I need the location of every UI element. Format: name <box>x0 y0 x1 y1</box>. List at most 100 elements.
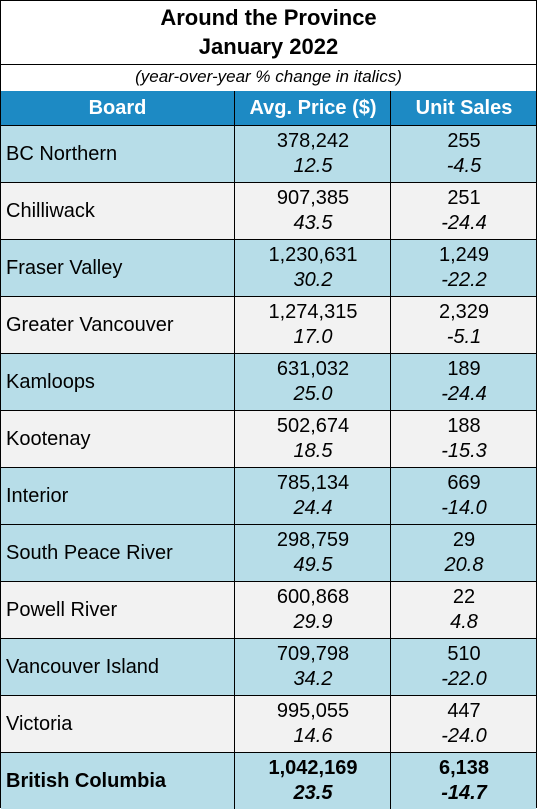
avg-price-value: 1,042,169 <box>268 757 358 779</box>
table-row: South Peace River 298,759 49.5 29 20.8 <box>1 524 536 581</box>
board-name: Fraser Valley <box>6 257 123 279</box>
avg-price-change: 43.5 <box>293 212 333 234</box>
avg-price-cell: 378,242 12.5 <box>234 126 391 182</box>
column-header-avg-price: Avg. Price ($) <box>234 91 391 125</box>
table-row: Vancouver Island 709,798 34.2 510 -22.0 <box>1 638 536 695</box>
avg-price-cell: 1,230,631 30.2 <box>234 240 391 296</box>
unit-sales-cell: 29 20.8 <box>390 525 537 581</box>
table-row: Kamloops 631,032 25.0 189 -24.4 <box>1 353 536 410</box>
avg-price-change: 18.5 <box>293 440 333 462</box>
unit-sales-value: 669 <box>447 472 481 494</box>
table-row: Greater Vancouver 1,274,315 17.0 2,329 -5.1 <box>1 296 536 353</box>
unit-sales-change: -14.7 <box>441 782 487 804</box>
avg-price-value: 785,134 <box>276 472 350 494</box>
avg-price-change: 34.2 <box>293 668 333 690</box>
board-name: Interior <box>6 485 69 507</box>
avg-price-value: 502,674 <box>276 415 350 437</box>
unit-sales-change: -5.1 <box>446 326 482 348</box>
table-title: Around the Province January 2022 <box>1 1 536 65</box>
avg-price-value: 995,055 <box>276 700 350 722</box>
unit-sales-cell: 251 -24.4 <box>390 183 537 239</box>
unit-sales-cell: 188 -15.3 <box>390 411 537 467</box>
unit-sales-value: 2,329 <box>438 301 490 323</box>
unit-sales-cell: 6,138 -14.7 <box>390 753 537 809</box>
board-name: South Peace River <box>6 542 173 564</box>
avg-price-change: 25.0 <box>293 383 333 405</box>
unit-sales-cell: 1,249 -22.2 <box>390 240 537 296</box>
unit-sales-value: 188 <box>447 415 481 437</box>
avg-price-cell: 995,055 14.6 <box>234 696 391 752</box>
title-line-1: Around the Province <box>160 5 377 30</box>
unit-sales-cell: 510 -22.0 <box>390 639 537 695</box>
avg-price-cell: 298,759 49.5 <box>234 525 391 581</box>
avg-price-change: 23.5 <box>293 782 333 804</box>
avg-price-cell: 631,032 25.0 <box>234 354 391 410</box>
avg-price-value: 631,032 <box>276 358 350 380</box>
table-row: Powell River 600,868 29.9 22 4.8 <box>1 581 536 638</box>
table-row: Fraser Valley 1,230,631 30.2 1,249 -22.2 <box>1 239 536 296</box>
board-name: Kamloops <box>6 371 95 393</box>
unit-sales-cell: 189 -24.4 <box>390 354 537 410</box>
board-name: Vancouver Island <box>6 656 160 678</box>
avg-price-change: 29.9 <box>293 611 333 633</box>
title-line-2: January 2022 <box>198 34 339 59</box>
unit-sales-value: 510 <box>447 643 481 665</box>
avg-price-change: 14.6 <box>293 725 333 747</box>
unit-sales-value: 447 <box>447 700 481 722</box>
unit-sales-cell: 2,329 -5.1 <box>390 297 537 353</box>
avg-price-cell: 785,134 24.4 <box>234 468 391 524</box>
avg-price-value: 1,274,315 <box>268 301 358 323</box>
avg-price-change: 30.2 <box>293 269 333 291</box>
unit-sales-cell: 447 -24.0 <box>390 696 537 752</box>
unit-sales-value: 6,138 <box>438 757 490 779</box>
column-header-row: Board Avg. Price ($) Unit Sales <box>1 91 536 125</box>
avg-price-cell: 1,274,315 17.0 <box>234 297 391 353</box>
avg-price-change: 12.5 <box>293 155 333 177</box>
avg-price-value: 378,242 <box>276 130 350 152</box>
unit-sales-change: 4.8 <box>450 611 478 633</box>
unit-sales-value: 251 <box>447 187 481 209</box>
table-row: BC Northern 378,242 12.5 255 -4.5 <box>1 125 536 182</box>
avg-price-value: 709,798 <box>276 643 350 665</box>
table-row: Victoria 995,055 14.6 447 -24.0 <box>1 695 536 752</box>
unit-sales-cell: 255 -4.5 <box>390 126 537 182</box>
unit-sales-value: 1,249 <box>438 244 490 266</box>
avg-price-cell: 709,798 34.2 <box>234 639 391 695</box>
unit-sales-value: 189 <box>447 358 481 380</box>
board-name: BC Northern <box>6 143 118 165</box>
avg-price-value: 298,759 <box>276 529 350 551</box>
unit-sales-cell: 669 -14.0 <box>390 468 537 524</box>
table-row: Interior 785,134 24.4 669 -14.0 <box>1 467 536 524</box>
avg-price-cell: 907,385 43.5 <box>234 183 391 239</box>
unit-sales-change: -14.0 <box>441 497 487 519</box>
unit-sales-cell: 22 4.8 <box>390 582 537 638</box>
table-row: Kootenay 502,674 18.5 188 -15.3 <box>1 410 536 467</box>
table-row: Chilliwack 907,385 43.5 251 -24.4 <box>1 182 536 239</box>
column-header-unit-sales: Unit Sales <box>390 91 537 125</box>
board-name: Chilliwack <box>6 200 95 222</box>
avg-price-cell: 600,868 29.9 <box>234 582 391 638</box>
board-name: British Columbia <box>6 770 167 792</box>
unit-sales-value: 255 <box>447 130 481 152</box>
table-body: BC Northern 378,242 12.5 255 -4.5 Chilliwack 9… <box>1 125 536 809</box>
unit-sales-change: -4.5 <box>446 155 482 177</box>
avg-price-value: 907,385 <box>276 187 350 209</box>
avg-price-change: 49.5 <box>293 554 333 576</box>
unit-sales-change: -24.4 <box>441 383 487 405</box>
avg-price-value: 600,868 <box>276 586 350 608</box>
board-name: Powell River <box>6 599 118 621</box>
board-name: Kootenay <box>6 428 91 450</box>
board-name: Victoria <box>6 713 73 735</box>
total-row: British Columbia 1,042,169 23.5 6,138 -14.7 <box>1 752 536 809</box>
avg-price-cell: 1,042,169 23.5 <box>234 753 391 809</box>
avg-price-change: 24.4 <box>293 497 333 519</box>
board-name: Greater Vancouver <box>6 314 174 336</box>
unit-sales-change: -24.0 <box>441 725 487 747</box>
unit-sales-change: -24.4 <box>441 212 487 234</box>
unit-sales-value: 22 <box>452 586 476 608</box>
avg-price-value: 1,230,631 <box>268 244 358 266</box>
unit-sales-change: -22.0 <box>441 668 487 690</box>
table-subtitle: (year-over-year % change in italics) <box>135 67 402 86</box>
column-header-board: Board <box>88 97 147 119</box>
